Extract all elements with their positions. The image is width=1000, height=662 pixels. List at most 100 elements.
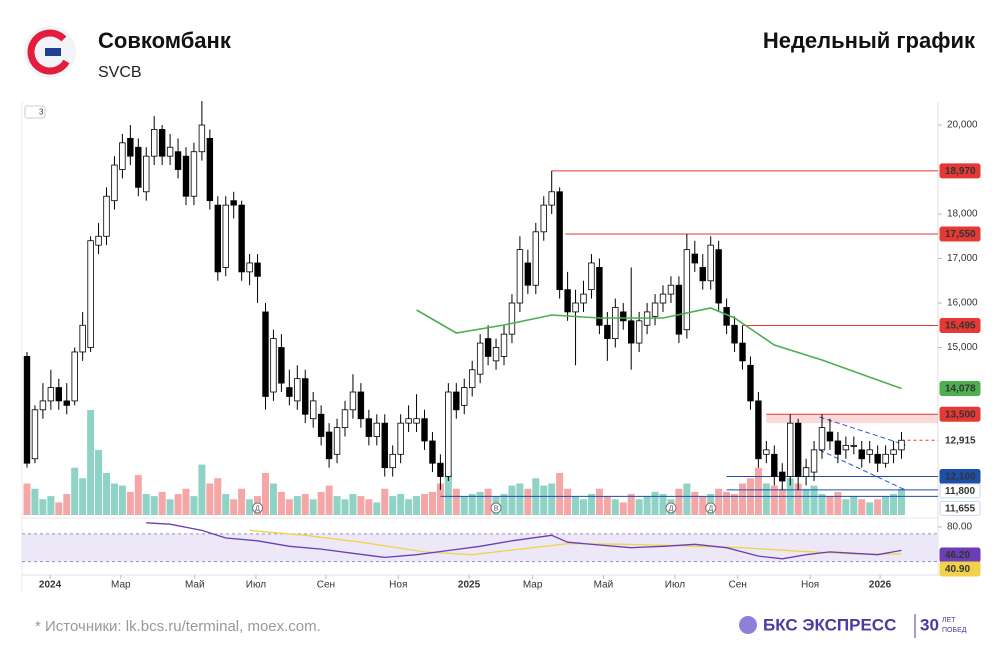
- volume-bar: [397, 494, 405, 515]
- candle-body: [302, 378, 309, 415]
- level-zone: [766, 414, 938, 424]
- volume-bar: [309, 499, 317, 515]
- candle-body: [333, 427, 341, 455]
- volume-bar: [508, 485, 516, 515]
- volume-bar: [190, 496, 198, 515]
- event-label: В: [494, 505, 499, 512]
- volume-bar: [444, 473, 452, 515]
- volume-bar: [778, 488, 786, 515]
- candle-body: [532, 231, 539, 286]
- candle-body: [580, 293, 587, 304]
- volume-bar: [723, 491, 731, 515]
- level-label-bg: [939, 432, 981, 448]
- candle-body: [238, 204, 245, 273]
- candle-body: [834, 440, 842, 455]
- candle-body: [802, 467, 810, 477]
- volume-bar: [627, 494, 635, 515]
- volume-bar: [365, 499, 373, 515]
- candle-body: [540, 204, 547, 233]
- candle-body: [198, 124, 206, 153]
- volume-bar: [882, 496, 890, 515]
- x-tick-label: Май: [185, 580, 205, 591]
- candle-body: [810, 449, 818, 473]
- volume-bar: [548, 483, 556, 515]
- candle-body: [484, 338, 492, 357]
- volume-bar: [802, 488, 810, 515]
- candle-body: [771, 453, 778, 477]
- volume-bar: [858, 499, 866, 515]
- volume-bar: [436, 483, 444, 515]
- candle-body: [500, 333, 508, 357]
- candle-body: [866, 449, 873, 455]
- candle-body: [628, 320, 635, 344]
- candle-body: [572, 302, 579, 313]
- level-label-bg: [939, 226, 981, 242]
- candle-body: [325, 431, 333, 460]
- y-tick-label: 17,000: [947, 253, 978, 264]
- candle-body: [739, 342, 746, 362]
- volume-bar: [564, 488, 572, 515]
- volume-bar: [206, 483, 214, 515]
- candle-body: [476, 342, 484, 375]
- x-tick-label: 2024: [39, 580, 62, 591]
- candle-body: [230, 200, 237, 206]
- candle-body: [564, 289, 571, 313]
- volume-bar: [428, 491, 436, 515]
- candle-body: [492, 347, 500, 362]
- candle-body: [254, 262, 261, 277]
- volume-bar: [524, 488, 532, 515]
- candle-body: [349, 391, 357, 411]
- volume-bar: [166, 499, 174, 515]
- volume-bar: [850, 496, 858, 515]
- volume-bar: [842, 499, 850, 515]
- rsi-band: [22, 533, 938, 562]
- y-tick-label: 20,000: [947, 120, 978, 131]
- ma-label-bg: [939, 381, 981, 397]
- candle-body: [31, 409, 39, 460]
- candle-body: [612, 307, 619, 340]
- chart-kind: Недельный график: [763, 28, 976, 53]
- volume-bar: [118, 485, 126, 515]
- candle-body: [55, 387, 62, 402]
- candle-body: [190, 151, 198, 197]
- candle-body: [779, 471, 786, 482]
- volume-bar: [389, 496, 397, 515]
- candle-body: [620, 311, 627, 322]
- volume-bar: [23, 483, 31, 515]
- y-tick-label: 15,000: [947, 342, 978, 353]
- volume-bar: [572, 496, 580, 515]
- volume-bar: [285, 499, 293, 515]
- candle-body: [397, 422, 404, 455]
- candle-body: [341, 409, 349, 429]
- level-label-bg: [939, 317, 981, 333]
- volume-bar: [222, 494, 230, 515]
- rsi-ma-label: 40.90: [945, 564, 970, 575]
- volume-bar: [134, 475, 142, 515]
- volume-bar: [603, 496, 611, 515]
- volume-bar: [79, 478, 87, 515]
- x-tick-label: Сен: [317, 580, 335, 591]
- volume-bar: [898, 488, 905, 515]
- volume-bar: [699, 496, 707, 515]
- candle-body: [381, 422, 388, 469]
- event-marker: [490, 502, 502, 514]
- candle-body: [763, 449, 770, 455]
- candle-body: [659, 293, 667, 304]
- volume-bar: [63, 494, 71, 515]
- volume-bar: [762, 483, 770, 515]
- volume-bar: [834, 491, 842, 515]
- volume-bar: [95, 449, 103, 515]
- candle-body: [461, 387, 468, 406]
- candle-body: [174, 151, 182, 170]
- rsi-ma-label-bg: [939, 561, 981, 577]
- candle-body: [270, 338, 277, 393]
- volume-bar: [269, 483, 277, 515]
- volume-bar: [460, 496, 468, 515]
- candle-body: [675, 284, 683, 335]
- badge[interactable]: [24, 105, 46, 119]
- volume-bar: [182, 488, 190, 515]
- candle-body: [715, 249, 722, 304]
- volume-bar: [349, 494, 357, 515]
